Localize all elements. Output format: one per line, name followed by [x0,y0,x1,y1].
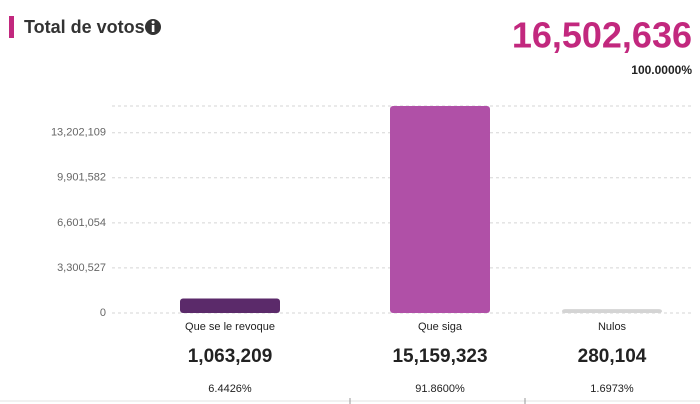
value-label: 15,159,323 [392,346,487,367]
share-label: 91.8600% [415,383,465,395]
share-label: 6.4426% [208,383,252,395]
bar [390,106,490,313]
title-accent [9,16,14,38]
info-dot [151,20,155,24]
y-tick-label: 13,202,109 [51,127,106,139]
bar [562,309,662,313]
x-tick-label: Que se le revoque [185,321,275,333]
info-icon[interactable] [145,19,161,35]
y-tick-label: 9,901,582 [57,172,106,184]
y-tick-label: 6,601,054 [57,217,106,229]
x-tick-label: Que siga [418,321,463,333]
y-tick-label: 0 [100,307,106,319]
y-tick-label: 3,300,527 [57,262,106,274]
share-label: 1.6973% [590,383,634,395]
value-label: 280,104 [578,346,647,367]
total-votes: 16,502,636 [512,15,692,56]
x-tick-label: Nulos [598,321,627,333]
chart-title: Total de votos [24,17,145,37]
value-label: 1,063,209 [188,346,273,367]
info-stem [151,25,155,32]
total-share: 100.0000% [631,63,692,77]
bar [180,298,280,313]
